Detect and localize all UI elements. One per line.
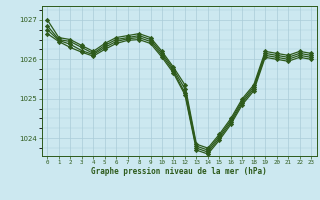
X-axis label: Graphe pression niveau de la mer (hPa): Graphe pression niveau de la mer (hPa) <box>91 167 267 176</box>
